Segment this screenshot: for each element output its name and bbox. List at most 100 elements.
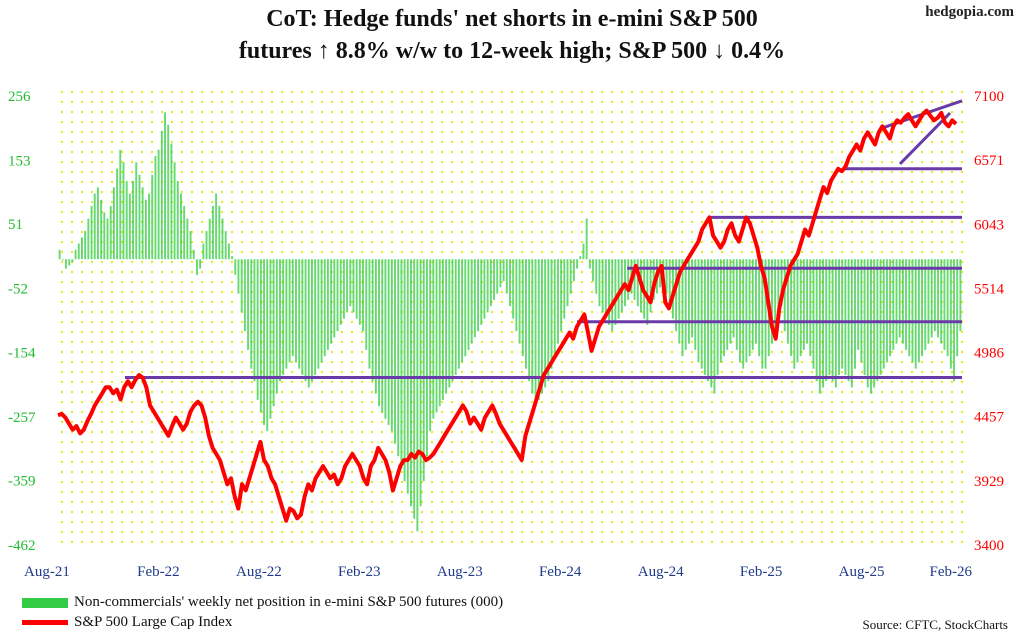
net-position-bar: [608, 259, 610, 325]
net-position-bar: [381, 259, 384, 413]
net-position-bar: [678, 259, 681, 344]
net-position-bar: [96, 187, 99, 260]
net-position-bar: [735, 259, 738, 350]
net-position-bar: [525, 259, 527, 369]
net-position-bar: [419, 259, 422, 507]
wedge-lower-line: [898, 111, 952, 166]
net-position-bar: [333, 259, 336, 338]
net-position-bar: [723, 259, 725, 357]
net-position-bar: [157, 149, 160, 260]
net-position-bar: [320, 259, 323, 363]
net-position-bar: [451, 259, 454, 382]
net-position-bar: [477, 259, 480, 332]
x-axis-tick-label: Aug-24: [638, 564, 684, 580]
net-position-bar: [339, 259, 342, 325]
net-position-bar: [457, 259, 460, 369]
net-position-bar: [857, 259, 860, 350]
net-position-bar: [285, 259, 288, 369]
net-position-bar: [764, 259, 767, 369]
right-axis-tick-label: 6043: [974, 217, 1004, 233]
x-axis-tick-label: Aug-25: [839, 564, 885, 580]
net-position-bar: [834, 259, 837, 388]
net-position-bar: [295, 259, 297, 363]
legend-bars-label: Non-commercials' weekly net position in …: [74, 594, 504, 610]
net-position-bar: [461, 259, 464, 363]
net-position-bar: [646, 259, 649, 325]
left-axis-tick-label: -359: [8, 474, 36, 490]
left-axis-tick-label: 153: [8, 153, 31, 169]
net-position-bar: [707, 259, 710, 382]
net-position-bar: [170, 143, 173, 260]
net-position-bar: [943, 259, 946, 350]
net-position-bar: [135, 162, 138, 260]
x-axis-tick-label: Feb-22: [137, 564, 180, 580]
net-position-bar: [199, 259, 202, 269]
net-position-bar: [231, 256, 234, 260]
net-position-bar: [547, 259, 550, 382]
net-position-bar: [569, 259, 572, 294]
net-position-bar: [786, 259, 789, 344]
net-position-bar: [659, 259, 662, 288]
net-position-bar: [432, 259, 435, 419]
net-position-bar: [751, 259, 754, 350]
net-position-bar: [863, 259, 866, 375]
net-position-bar: [588, 259, 591, 269]
net-position-bar: [745, 259, 748, 363]
net-position-bar: [119, 149, 122, 260]
net-position-bar: [336, 259, 339, 332]
net-position-bar: [806, 259, 809, 344]
net-position-bar: [445, 259, 448, 394]
net-position-bar: [537, 259, 540, 400]
net-position-bar: [553, 259, 556, 357]
net-position-bar: [132, 181, 135, 260]
net-position-bar: [314, 259, 317, 375]
net-position-bar: [346, 259, 349, 313]
net-position-bar: [940, 259, 943, 344]
net-position-bar: [777, 259, 780, 319]
net-position-bar: [301, 259, 304, 375]
net-position-bar: [112, 187, 115, 260]
legend-line-label: S&P 500 Large Cap Index: [74, 614, 233, 630]
legend-bars: Non-commercials' weekly net position in …: [22, 594, 503, 611]
net-position-bar: [544, 259, 547, 388]
net-position-bar: [796, 259, 799, 363]
net-position-bar: [847, 259, 850, 382]
legend-bars-swatch: [22, 597, 68, 608]
net-position-bar: [825, 259, 828, 382]
net-position-bar: [755, 259, 757, 344]
net-position-bar: [326, 259, 329, 350]
net-position-bar: [665, 259, 668, 294]
net-position-bar: [371, 259, 374, 382]
net-position-bar: [250, 259, 253, 369]
legend-line-swatch: [22, 620, 68, 625]
net-position-bar: [895, 259, 898, 344]
x-axis-tick-label: Feb-24: [539, 564, 582, 580]
net-position-bar: [84, 231, 87, 260]
x-axis-tick-label: Aug-21: [24, 564, 70, 580]
net-position-bar: [614, 259, 617, 325]
net-position-bar: [876, 259, 879, 382]
net-position-bar: [167, 124, 170, 260]
net-position-bar: [528, 259, 531, 382]
right-axis-tick-label: 6571: [974, 153, 1004, 169]
net-position-bar: [435, 259, 438, 413]
net-position-bar: [959, 259, 962, 332]
chart-title-line-1: CoT: Hedge funds' net shorts in e-mini S…: [266, 6, 758, 32]
net-position-bar: [100, 199, 103, 260]
net-position-bar: [394, 259, 396, 444]
net-position-bar: [908, 259, 911, 357]
net-position-bar: [770, 259, 773, 344]
net-position-bar: [905, 259, 908, 350]
net-position-bar: [368, 259, 371, 369]
net-position-bar: [694, 259, 697, 350]
net-position-bar: [579, 256, 582, 260]
net-position-bar: [103, 212, 106, 260]
net-position-bar: [540, 259, 543, 394]
right-axis-tick-label: 7100: [974, 89, 1004, 105]
net-position-bar: [892, 259, 895, 350]
net-position-bar: [550, 259, 553, 369]
net-position-bar: [818, 259, 821, 394]
x-axis-tick-label: Feb-25: [740, 564, 783, 580]
net-position-bar: [374, 259, 377, 394]
